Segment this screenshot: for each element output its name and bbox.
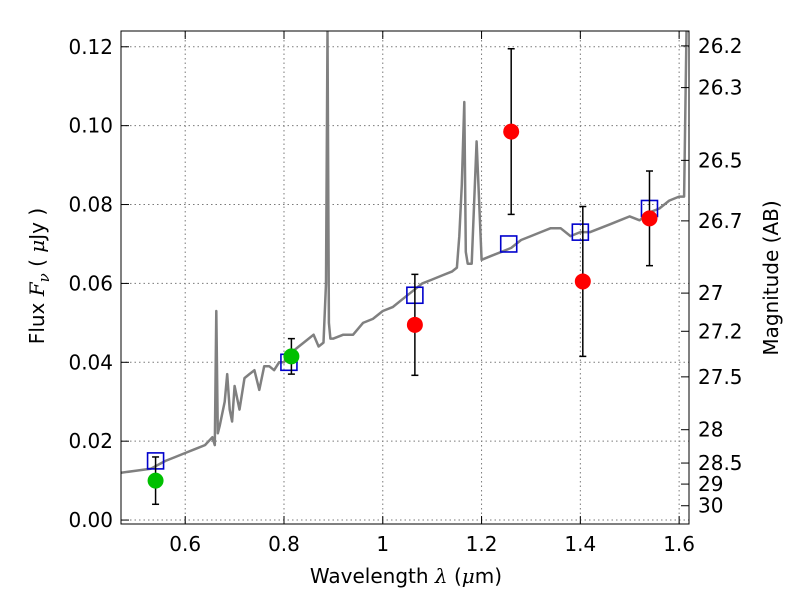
y-tick-label: 0.06 [68,271,113,295]
axes-frame: 0.6 0.8 1 1.2 1.4 1.6 0.00 0.02 0.04 0.06 0.08 0.10… [68,30,743,556]
y-axis-label-text: Flux [25,302,49,344]
x-tick-label: 1.4 [564,532,596,556]
y2-tick-label: 26.5 [698,148,743,172]
y2-tick-label: 27 [698,281,723,305]
y2-axis-label: Magnitude (AB) [759,200,783,355]
x-tick-label: 0.6 [169,532,201,556]
y-tick-label: 0.08 [68,193,113,217]
y-axis-label: Flux Fν ( μJy ) [25,208,53,344]
grid [121,31,689,524]
y-tick-label: 0.00 [68,508,113,532]
y-tick-label: 0.12 [68,35,113,59]
y-axis-nu: ν [35,273,53,282]
plot-area [121,31,689,506]
y2-tick-label: 27.2 [698,319,743,343]
data-point [503,123,520,140]
data-point [147,472,164,489]
y2-tick-label: 26.7 [698,209,743,233]
y2-tick-label: 28 [698,418,723,442]
x-tick-label: 1.6 [663,532,695,556]
plot-frame [120,30,690,525]
y-axis-F: F [25,281,49,297]
y-tick-label: 0.02 [68,429,113,453]
y-tick-label: 0.10 [68,114,113,138]
x-tick-label: 0.8 [268,532,300,556]
model-photometry-square [571,223,590,241]
data-point [406,316,423,333]
x-axis-label: Wavelength λ (μm) [310,564,502,588]
data-point [641,210,658,227]
x-axis-mu: μ [462,564,475,588]
y-axis-unit: Jy [25,222,49,242]
y2-tick-label: 29 [698,472,723,496]
x-axis-label-text: Wavelength [310,564,429,588]
y-axis-paren-close: ) [25,208,49,216]
y-tick-label: 0.04 [68,350,113,374]
x-axis-paren: ( [454,564,462,588]
data-point [574,273,591,290]
y-axis-paren-open: ( [25,259,49,267]
data-point [283,348,300,365]
x-axis-lambda: λ [434,564,448,588]
y-axis-mu: μ [25,240,49,253]
x-tick-label: 1 [376,532,389,556]
x-axis-unit: m) [475,564,502,588]
y2-tick-label: 26.2 [698,34,743,58]
model-photometry-square [499,235,518,253]
y2-tick-label: 26.3 [698,76,743,100]
y2-tick-label: 27.5 [698,365,743,389]
y2-tick-label: 30 [698,494,723,518]
x-tick-label: 1.2 [466,532,498,556]
y2-tick-label: 28.5 [698,451,743,475]
spectrum-line [121,31,689,474]
